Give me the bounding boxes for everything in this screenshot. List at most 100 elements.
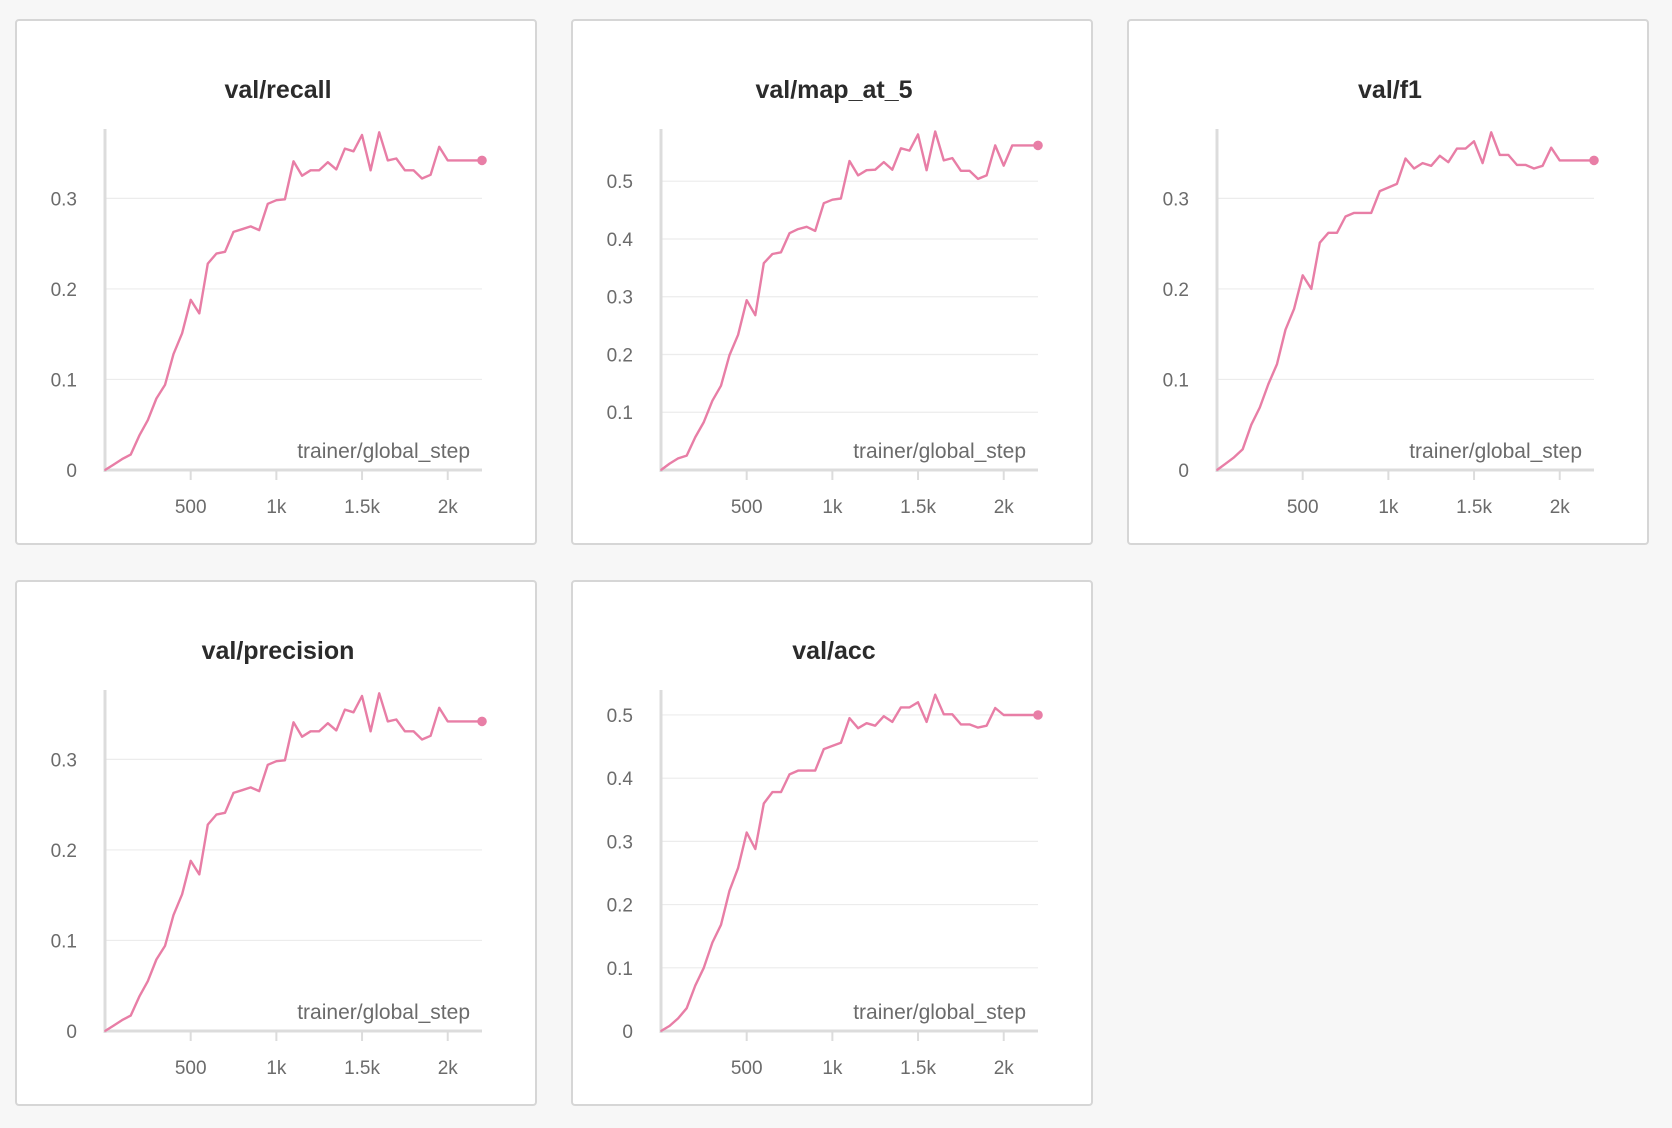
data-point: [1498, 154, 1501, 156]
data-point: [1020, 714, 1022, 716]
data-point: [711, 399, 714, 402]
data-points: [104, 692, 487, 1032]
data-point: [1028, 714, 1031, 716]
data-point: [1241, 448, 1244, 451]
data-point: [146, 980, 149, 983]
data-point: [1276, 363, 1278, 365]
data-point: [446, 720, 449, 723]
data-point: [685, 1007, 688, 1010]
data-point: [917, 701, 919, 704]
data-point: [232, 792, 235, 794]
data-point: [848, 160, 851, 162]
chart-panel-f1: val/f1 0 0.1 0.2 0.3 500 1k 1.5k 2k trainer/globa…: [1127, 19, 1649, 545]
x-axis-title: trainer/global_step: [853, 440, 1026, 463]
data-point: [1284, 328, 1287, 331]
y-tick-label: 0.3: [51, 750, 77, 771]
data-point: [326, 161, 329, 164]
x-tick-label: 1.5k: [900, 497, 936, 518]
data-point: [224, 250, 226, 253]
chart-svg: val/f1 0 0.1 0.2 0.3 500 1k 1.5k 2k trainer/globa…: [1163, 76, 1599, 518]
data-point: [266, 202, 269, 205]
x-axis-title: trainer/global_step: [853, 1001, 1026, 1024]
data-point: [429, 734, 432, 737]
data-point: [1002, 714, 1005, 716]
data-point: [326, 722, 329, 725]
last-point-marker: [477, 155, 487, 166]
data-point: [369, 730, 372, 733]
y-tick-label: 0.3: [51, 189, 77, 210]
data-point: [925, 169, 928, 172]
data-point: [378, 131, 381, 134]
data-point: [797, 769, 799, 772]
chart-svg: val/precision 0 0.1 0.2 0.3 500 1k 1.5k 2k traine…: [51, 637, 487, 1079]
y-tick-label: 0.1: [607, 403, 633, 424]
x-tick-label: 1.5k: [344, 1058, 380, 1079]
data-point: [677, 1017, 679, 1020]
data-point: [1258, 406, 1261, 409]
data-point: [694, 984, 697, 987]
data-point: [925, 721, 928, 723]
data-point: [1464, 147, 1467, 150]
data-point: [994, 707, 997, 709]
data-point: [677, 457, 679, 460]
data-point: [762, 262, 765, 265]
data-point: [1456, 147, 1458, 150]
data-point: [1378, 190, 1381, 193]
data-point: [215, 813, 218, 816]
data-point: [1447, 161, 1450, 164]
x-tick-label: 500: [731, 497, 763, 518]
x-tick-label: 500: [1287, 497, 1319, 518]
data-point: [960, 169, 962, 172]
data-point: [421, 177, 423, 180]
data-point: [788, 232, 791, 235]
chart-title: val/recall: [224, 76, 331, 104]
data-point: [685, 454, 688, 457]
data-point: [189, 298, 192, 301]
data-point: [395, 157, 398, 160]
y-tick-label: 0.4: [607, 769, 634, 790]
x-tick-label: 1.5k: [344, 497, 380, 518]
data-point: [771, 791, 774, 793]
chart-title: val/map_at_5: [755, 76, 912, 104]
data-point: [464, 159, 466, 162]
data-point: [472, 159, 475, 162]
data-point: [1507, 154, 1510, 156]
data-point: [1353, 212, 1355, 214]
data-point: [1438, 154, 1441, 157]
data-point: [968, 723, 971, 726]
data-point: [155, 958, 158, 961]
x-axis-title: trainer/global_step: [1409, 440, 1582, 463]
data-point: [977, 178, 979, 180]
series-line-val-f1: [1216, 131, 1594, 471]
data-point: [249, 225, 252, 228]
series-line-val-acc: [660, 693, 1038, 1033]
last-point-marker: [477, 716, 487, 727]
data-point: [891, 721, 894, 723]
data-point: [1396, 183, 1398, 185]
data-point: [1404, 157, 1407, 160]
y-tick-label: 0.5: [607, 706, 633, 727]
data-point: [737, 333, 739, 336]
chart-svg: val/acc 0 0.1 0.2 0.3 0.4 0.5 500 1k 1.5k 2k traine…: [607, 637, 1043, 1079]
data-point: [771, 253, 774, 255]
x-axis-title: trainer/global_step: [297, 440, 470, 463]
data-point: [840, 197, 842, 200]
chart-title: val/f1: [1358, 76, 1422, 104]
data-point: [822, 202, 825, 205]
data-point: [284, 759, 286, 762]
x-tick-label: 1k: [266, 1058, 287, 1079]
series-line-val-map-at-5: [660, 130, 1038, 471]
data-point: [1250, 423, 1253, 426]
data-point: [805, 769, 808, 772]
data-point: [241, 228, 244, 231]
last-point-marker: [1033, 710, 1043, 720]
chart-panel-recall: val/recall 0 0.1 0.2 0.3 500 1k 1.5k 2k trainer/g…: [15, 19, 537, 545]
data-point: [138, 995, 141, 998]
data-point: [780, 791, 782, 793]
data-point: [720, 923, 722, 926]
data-point: [1011, 714, 1014, 716]
data-point: [1267, 383, 1270, 385]
data-point: [224, 811, 226, 814]
data-point: [318, 169, 321, 172]
y-tick-label: 0.1: [1163, 370, 1189, 391]
